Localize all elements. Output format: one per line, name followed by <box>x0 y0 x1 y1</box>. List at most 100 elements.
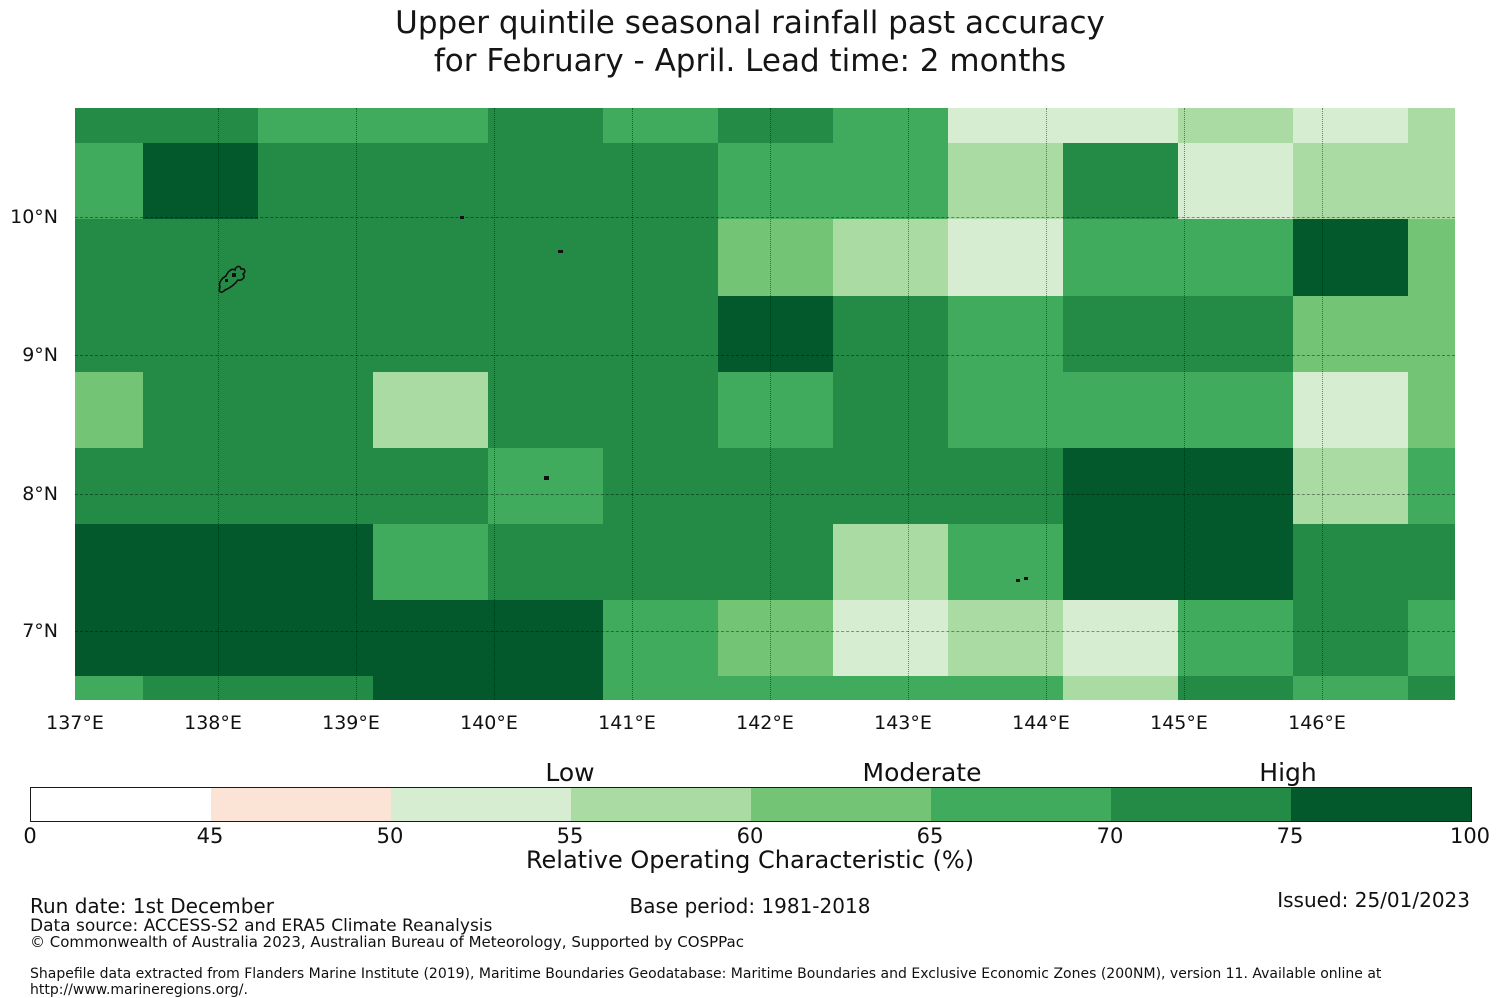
map-cell <box>1178 372 1293 448</box>
parallel-gridline <box>75 631 1455 632</box>
map-cell <box>143 600 258 676</box>
meridian-gridline <box>1046 108 1047 700</box>
map-cell <box>488 108 603 143</box>
colorbar-tick-label: 50 <box>376 824 404 848</box>
map-cell <box>75 600 143 676</box>
x-tick-label: 143°E <box>874 712 932 734</box>
map-cell <box>718 108 833 143</box>
map-cell <box>833 108 948 143</box>
map-cell <box>1178 296 1293 372</box>
colorbar-tick-label: 0 <box>23 824 37 848</box>
map-cell <box>1293 143 1408 219</box>
map-cell <box>1063 448 1178 524</box>
meridian-gridline <box>908 108 909 700</box>
map-cell <box>143 524 258 600</box>
map-cell <box>75 143 143 219</box>
colorbar-segment <box>571 788 751 821</box>
map-cell <box>373 372 488 448</box>
map-cell <box>1293 448 1408 524</box>
colorbar-header-moderate: Moderate <box>862 758 982 787</box>
map-cell <box>603 372 718 448</box>
map-cell <box>1063 676 1178 700</box>
map-cell <box>1063 296 1178 372</box>
map-cell <box>258 448 373 524</box>
map-cell <box>143 108 258 143</box>
map-cell <box>1063 108 1178 143</box>
map-cell <box>143 296 258 372</box>
map-cell <box>143 448 258 524</box>
x-tick-label: 137°E <box>46 712 104 734</box>
map-cell <box>1293 296 1408 372</box>
shapefile-note-text: Shapefile data extracted from Flanders M… <box>30 966 1382 998</box>
issued-date-text: Issued: 25/01/2023 <box>1277 888 1470 912</box>
map-cell <box>1408 296 1455 372</box>
colorbar-tick-label: 100 <box>1449 824 1491 848</box>
map-cell <box>373 219 488 296</box>
map-cell <box>488 524 603 600</box>
base-period-text: Base period: 1981-2018 <box>629 894 871 918</box>
map-cell <box>258 143 373 219</box>
colorbar-segment <box>391 788 571 821</box>
map-cell <box>258 524 373 600</box>
map-cell <box>603 524 718 600</box>
map-cell <box>373 524 488 600</box>
map-cell <box>1063 372 1178 448</box>
colorbar-tick-label: 60 <box>736 824 764 848</box>
map-cell <box>1063 143 1178 219</box>
colorbar-header-high: High <box>1259 758 1317 787</box>
map-cell <box>75 676 143 700</box>
map-cell <box>373 296 488 372</box>
x-tick-label: 138°E <box>184 712 242 734</box>
map-cell <box>75 108 143 143</box>
map-cell <box>488 448 603 524</box>
map-cell <box>948 524 1063 600</box>
map-cell <box>718 219 833 296</box>
map-cell <box>1293 676 1408 700</box>
x-tick-label: 139°E <box>322 712 380 734</box>
map-cell <box>75 372 143 448</box>
map-cell <box>718 676 833 700</box>
copyright-text: © Commonwealth of Australia 2023, Austra… <box>30 933 744 951</box>
colorbar-tick-label: 75 <box>1276 824 1304 848</box>
colorbar-tick-label: 45 <box>196 824 224 848</box>
map-cell <box>258 600 373 676</box>
map-cell <box>1408 143 1455 219</box>
map-cell <box>373 600 488 676</box>
colorbar-segment <box>1111 788 1291 821</box>
map-cell <box>948 676 1063 700</box>
map-cell <box>1063 219 1178 296</box>
map-cell <box>1063 524 1178 600</box>
x-tick-label: 144°E <box>1012 712 1070 734</box>
colorbar-segment <box>931 788 1111 821</box>
x-tick-label: 140°E <box>460 712 518 734</box>
map-cell <box>718 524 833 600</box>
parallel-gridline <box>75 217 1455 218</box>
map-cell <box>75 524 143 600</box>
parallel-gridline <box>75 494 1455 495</box>
map-cell <box>75 296 143 372</box>
meridian-gridline <box>1322 108 1323 700</box>
heatmap-plot-area <box>75 108 1455 700</box>
map-cell <box>1408 219 1455 296</box>
y-tick-label: 8°N <box>22 483 58 505</box>
map-cell <box>833 296 948 372</box>
map-cell <box>948 600 1063 676</box>
map-cell <box>488 219 603 296</box>
colorbar-header-low: Low <box>545 758 595 787</box>
meridian-gridline <box>632 108 633 700</box>
map-cell <box>718 296 833 372</box>
map-cell <box>833 448 948 524</box>
colorbar-segment <box>211 788 391 821</box>
chart-title-line2: for February - April. Lead time: 2 month… <box>433 43 1067 79</box>
map-cell <box>373 108 488 143</box>
map-cell <box>258 296 373 372</box>
map-cell <box>833 524 948 600</box>
map-cell <box>143 372 258 448</box>
map-cell <box>1408 676 1455 700</box>
map-cell <box>488 676 603 700</box>
map-cell <box>1408 108 1455 143</box>
map-cell <box>1178 448 1293 524</box>
x-tick-label: 141°E <box>598 712 656 734</box>
run-date-text: Run date: 1st December <box>30 894 274 918</box>
map-cell <box>1293 219 1408 296</box>
